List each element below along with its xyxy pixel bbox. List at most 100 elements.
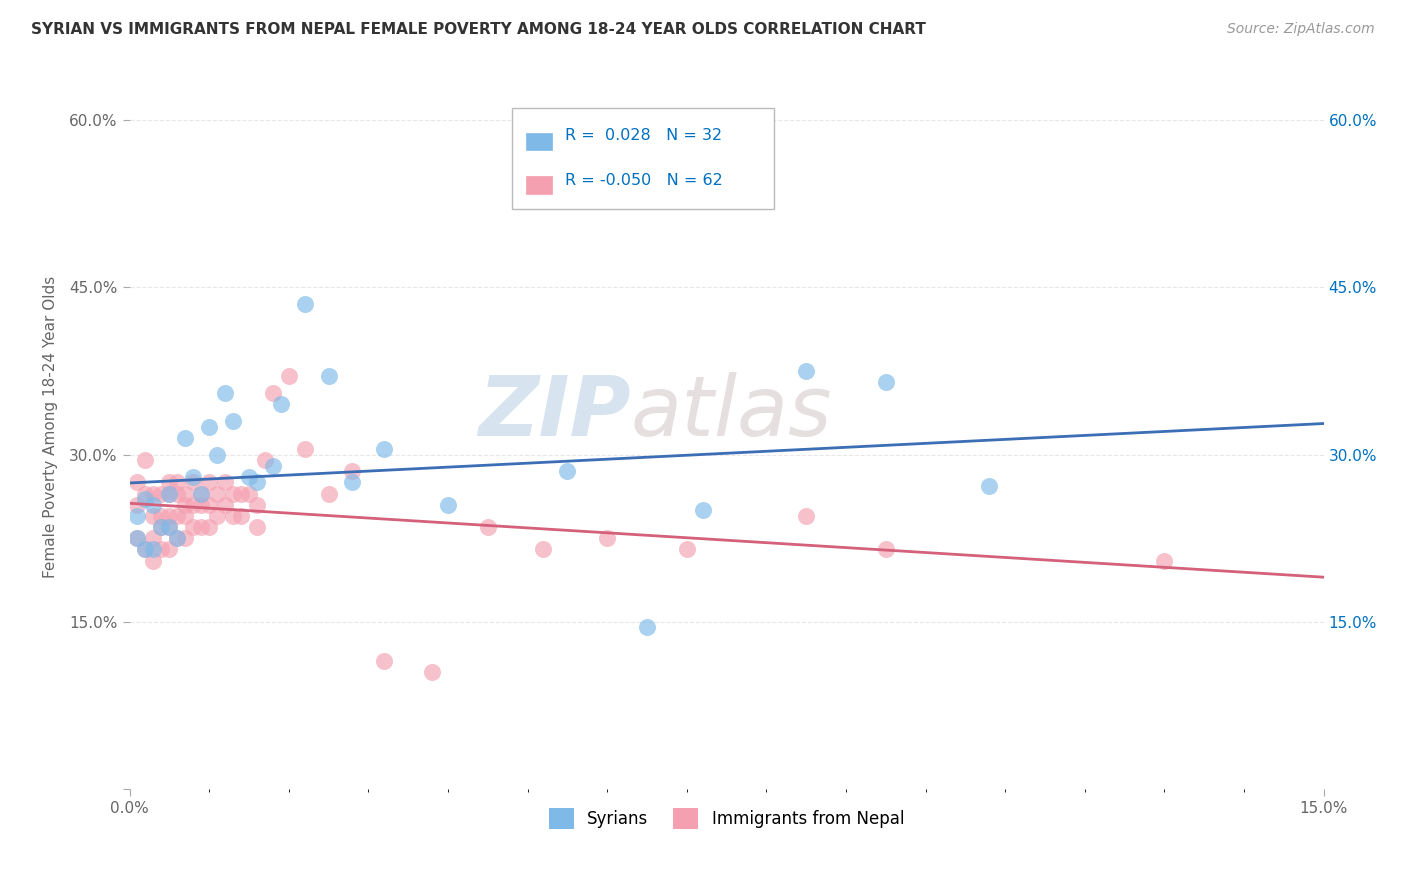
Point <box>246 498 269 512</box>
Point <box>205 486 228 500</box>
Point <box>373 442 395 456</box>
Point <box>875 542 897 557</box>
Point <box>190 486 212 500</box>
Point <box>166 508 188 523</box>
Point <box>157 486 180 500</box>
Point <box>181 475 204 490</box>
Point <box>979 479 1001 493</box>
Point <box>174 486 197 500</box>
Point <box>222 508 245 523</box>
Point <box>166 475 188 490</box>
Point <box>142 486 165 500</box>
Point <box>142 531 165 545</box>
Point <box>157 475 180 490</box>
Point <box>270 397 292 411</box>
Point <box>214 386 236 401</box>
Point <box>181 520 204 534</box>
Point <box>318 369 340 384</box>
Point <box>557 464 579 478</box>
Text: R = -0.050   N = 62: R = -0.050 N = 62 <box>565 173 723 188</box>
Point <box>246 475 269 490</box>
Point <box>794 508 817 523</box>
Text: atlas: atlas <box>631 372 832 452</box>
Point <box>875 375 897 389</box>
Point <box>222 414 245 428</box>
Y-axis label: Female Poverty Among 18-24 Year Olds: Female Poverty Among 18-24 Year Olds <box>44 276 58 578</box>
Point <box>373 654 395 668</box>
Point <box>477 520 499 534</box>
Point <box>437 498 460 512</box>
Point <box>277 369 299 384</box>
Legend: Syrians, Immigrants from Nepal: Syrians, Immigrants from Nepal <box>543 802 911 835</box>
Point <box>157 508 180 523</box>
Point <box>198 419 221 434</box>
FancyBboxPatch shape <box>526 177 553 194</box>
Point <box>142 553 165 567</box>
Point <box>214 475 236 490</box>
Point <box>198 498 221 512</box>
Point <box>420 665 443 679</box>
Point <box>150 520 173 534</box>
Point <box>198 520 221 534</box>
Point <box>127 508 149 523</box>
Point <box>205 448 228 462</box>
Text: SYRIAN VS IMMIGRANTS FROM NEPAL FEMALE POVERTY AMONG 18-24 YEAR OLDS CORRELATION: SYRIAN VS IMMIGRANTS FROM NEPAL FEMALE P… <box>31 22 925 37</box>
Point <box>166 531 188 545</box>
Point <box>294 297 316 311</box>
Point <box>342 464 364 478</box>
Point <box>127 498 149 512</box>
Point <box>229 486 252 500</box>
Point <box>157 542 180 557</box>
Point <box>692 503 714 517</box>
Point <box>142 508 165 523</box>
Point <box>262 386 284 401</box>
Point <box>229 508 252 523</box>
Point <box>166 486 188 500</box>
Point <box>127 531 149 545</box>
Point <box>190 486 212 500</box>
Point <box>198 475 221 490</box>
Point <box>238 486 260 500</box>
Point <box>1153 553 1175 567</box>
Point <box>150 520 173 534</box>
Point <box>181 470 204 484</box>
Point <box>214 498 236 512</box>
Point <box>150 542 173 557</box>
Point <box>134 486 156 500</box>
Point <box>150 486 173 500</box>
Point <box>174 531 197 545</box>
Text: Source: ZipAtlas.com: Source: ZipAtlas.com <box>1227 22 1375 37</box>
Point <box>294 442 316 456</box>
FancyBboxPatch shape <box>526 133 553 150</box>
Point <box>150 508 173 523</box>
Point <box>134 542 156 557</box>
Point <box>342 475 364 490</box>
Point <box>205 508 228 523</box>
Point <box>127 475 149 490</box>
Point <box>174 431 197 445</box>
Point <box>134 453 156 467</box>
Point <box>533 542 555 557</box>
Point <box>157 520 180 534</box>
Point <box>134 542 156 557</box>
Text: R =  0.028   N = 32: R = 0.028 N = 32 <box>565 128 723 144</box>
Point <box>190 520 212 534</box>
Point <box>127 531 149 545</box>
Point <box>318 486 340 500</box>
Point <box>246 520 269 534</box>
Point <box>181 498 204 512</box>
FancyBboxPatch shape <box>512 108 775 209</box>
Text: ZIP: ZIP <box>478 372 631 452</box>
Point <box>157 486 180 500</box>
Point <box>174 508 197 523</box>
Point <box>262 458 284 473</box>
Point <box>596 531 619 545</box>
Point <box>174 498 197 512</box>
Point <box>253 453 276 467</box>
Point <box>794 364 817 378</box>
Point <box>142 498 165 512</box>
Point <box>142 542 165 557</box>
Point <box>190 498 212 512</box>
Point <box>157 520 180 534</box>
Point <box>134 492 156 507</box>
